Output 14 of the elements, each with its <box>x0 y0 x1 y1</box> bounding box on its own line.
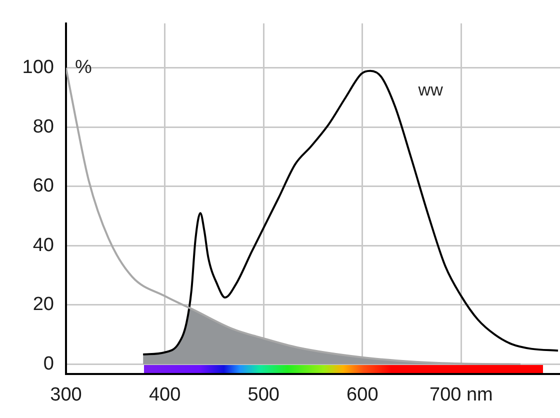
x-tick-label: 500 <box>248 384 280 406</box>
y-tick-label: 80 <box>32 116 54 138</box>
y-axis-title: % <box>75 57 92 78</box>
y-tick-label: 0 <box>43 353 54 374</box>
x-tick-label: 300 <box>50 384 82 406</box>
line-series <box>142 70 560 356</box>
y-tick-label: 60 <box>32 176 54 197</box>
x-tick-label: 400 <box>148 384 181 406</box>
y-tick-label: 20 <box>32 294 54 316</box>
x-tick-label: 700 nm <box>430 384 493 406</box>
y-tick-label: 40 <box>32 234 54 256</box>
series-label: ww <box>417 80 444 100</box>
x-tick-label: 600 <box>346 384 378 406</box>
y-tick-label: 100 <box>22 57 54 78</box>
